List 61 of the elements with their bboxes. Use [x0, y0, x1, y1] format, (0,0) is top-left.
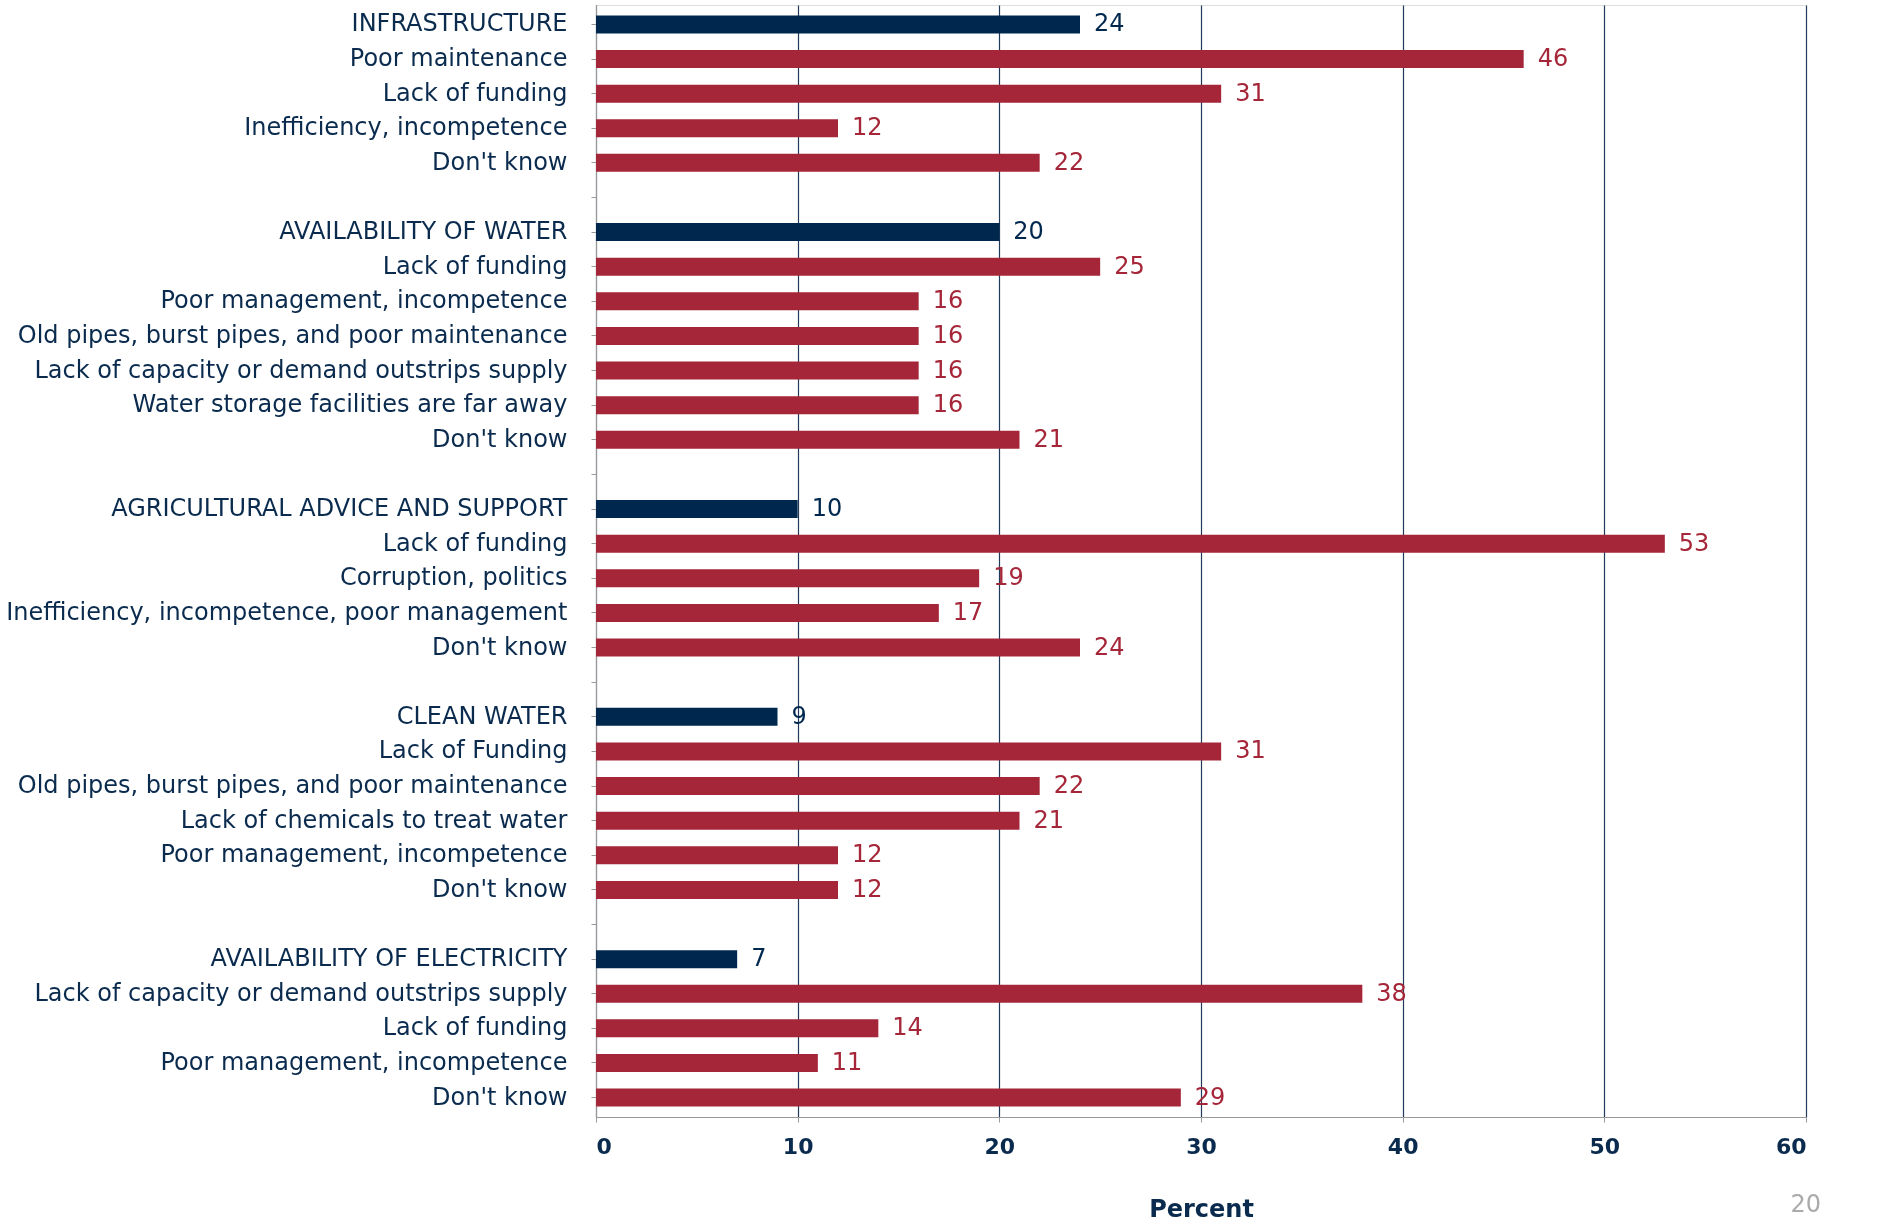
y-tick-label: Don't know — [432, 1082, 568, 1111]
data-label: 24 — [1094, 9, 1125, 38]
data-label: 24 — [1094, 632, 1125, 661]
x-tick-label: 40 — [1387, 1133, 1419, 1159]
x-tick-label: 0 — [596, 1133, 612, 1159]
y-tick-label: Don't know — [432, 874, 568, 903]
y-tick-label: Poor management, incompetence — [160, 840, 568, 869]
data-label: 31 — [1235, 736, 1266, 765]
data-label: 12 — [852, 874, 883, 903]
data-label: 11 — [831, 1047, 863, 1076]
x-tick-label: 10 — [782, 1133, 814, 1159]
y-tick-label: Don't know — [432, 632, 568, 661]
x-tick-label: 20 — [984, 1133, 1016, 1159]
y-tick-label: Inefficiency, incompetence, poor management — [6, 597, 568, 626]
data-label: 20 — [1013, 217, 1044, 246]
y-tick-label: INFRASTRUCTURE — [351, 9, 568, 38]
data-label: 16 — [932, 390, 964, 419]
data-label: 7 — [751, 944, 767, 973]
y-tick-label: Lack of Funding — [378, 736, 568, 765]
x-axis-title: Percent — [1149, 1194, 1254, 1223]
data-label: 14 — [892, 1013, 923, 1042]
data-label: 12 — [852, 840, 883, 869]
y-tick-label: Lack of capacity or demand outstrips supply — [34, 355, 568, 384]
data-label: 21 — [1033, 424, 1065, 453]
y-tick-label: Lack of capacity or demand outstrips supply — [34, 978, 568, 1007]
y-tick-label: Lack of funding — [382, 1013, 568, 1042]
data-label: 16 — [932, 320, 964, 349]
y-tick-label: Lack of funding — [382, 528, 568, 557]
data-label: 22 — [1053, 147, 1085, 176]
y-tick-label: Lack of funding — [382, 78, 568, 107]
y-tick-label: Old pipes, burst pipes, and poor maintenance — [17, 771, 568, 800]
data-label: 17 — [952, 597, 984, 626]
data-label: 53 — [1678, 528, 1710, 557]
y-tick-label: Poor management, incompetence — [160, 286, 568, 315]
y-tick-label: Poor maintenance — [349, 44, 568, 73]
data-label: 10 — [811, 494, 843, 523]
data-label: 16 — [932, 286, 964, 315]
x-tick-label: 60 — [1775, 1133, 1807, 1159]
y-tick-label: Corruption, politics — [340, 563, 568, 592]
y-tick-label: AVAILABILITY OF ELECTRICITY — [210, 944, 568, 973]
y-tick-label: Lack of chemicals to treat water — [180, 805, 568, 834]
text: 20 — [1790, 1190, 1821, 1218]
data-label: 21 — [1033, 805, 1065, 834]
y-tick-label: Old pipes, burst pipes, and poor maintenance — [17, 320, 568, 349]
data-label: 12 — [852, 113, 883, 142]
y-tick-label: AVAILABILITY OF WATER — [279, 217, 568, 246]
y-tick-label: Don't know — [432, 147, 568, 176]
data-label: 46 — [1537, 44, 1569, 73]
y-tick-label: Poor management, incompetence — [160, 1047, 568, 1076]
data-label: 16 — [932, 355, 964, 384]
y-tick-label: Don't know — [432, 424, 568, 453]
data-label: 25 — [1114, 251, 1145, 280]
y-tick-label: Inefficiency, incompetence — [244, 113, 568, 142]
x-tick-label: 50 — [1589, 1133, 1621, 1159]
y-tick-label: Lack of funding — [382, 251, 568, 280]
y-tick-label: CLEAN WATER — [396, 701, 568, 730]
y-tick-label: AGRICULTURAL ADVICE AND SUPPORT — [111, 494, 568, 523]
x-tick-label: 30 — [1186, 1133, 1217, 1159]
data-label: 31 — [1235, 78, 1266, 107]
y-tick-label: Water storage facilities are far away — [132, 390, 568, 419]
data-label: 22 — [1053, 771, 1085, 800]
